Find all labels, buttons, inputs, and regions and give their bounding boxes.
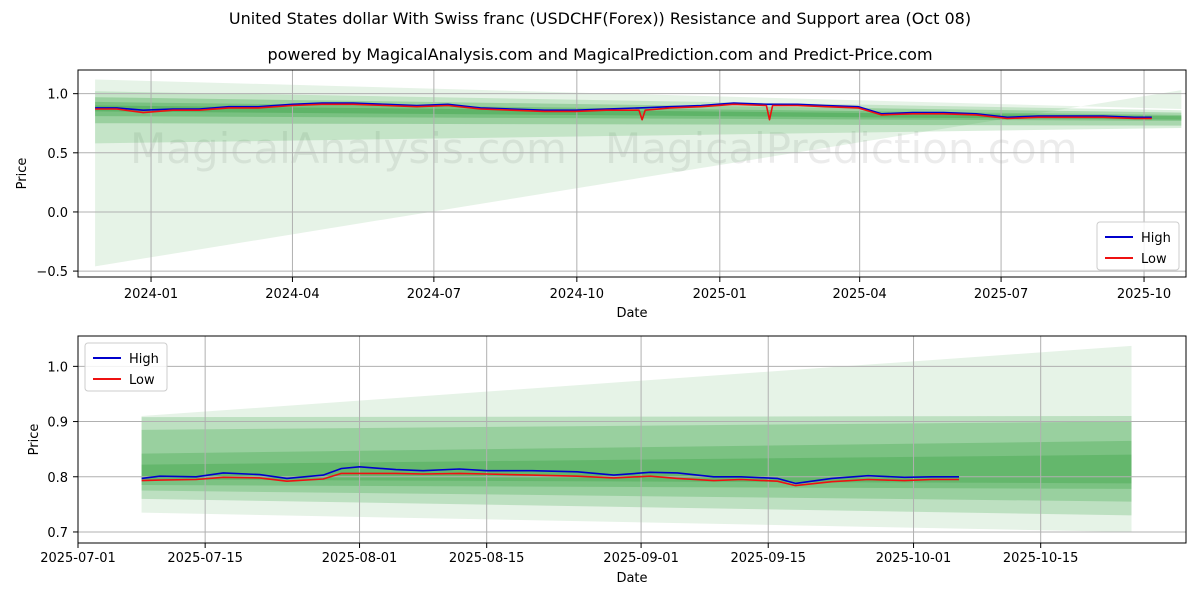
support-resistance-bands [141,345,1132,532]
y-axis-label: Price [27,424,42,456]
y-tick-label: 1.0 [47,360,68,375]
support-resistance-band [95,79,1182,267]
legend-label-high: High [1141,231,1171,246]
x-axis-label: Date [616,571,647,586]
y-tick-label: 0.9 [47,416,68,431]
legend-box [1096,221,1180,271]
y-tick-label: 1.0 [47,88,68,103]
x-tick-label: 2025-10-15 [1003,551,1079,566]
plot-frame [77,335,1187,544]
x-tick-label: 2025-01 [693,287,747,302]
x-tick-label: 2025-04 [832,287,886,302]
x-tick-label: 2025-07 [974,287,1028,302]
series-line-low [95,103,1152,121]
y-axis-label: Price [15,158,30,190]
x-tick-label: 2024-04 [265,287,319,302]
x-tick-label: 2025-09-01 [603,551,679,566]
legend: High Low [1096,221,1180,271]
series-line-low [141,472,959,487]
support-resistance-band [95,101,1182,121]
x-tick-label: 2025-10 [1117,287,1171,302]
chart-panel-2: 2025-07-01 2025-07-15 2025-08-01 2025-08-15… [27,335,1187,586]
legend-label-low: Low [1141,252,1167,267]
watermark-text: MagicalPrediction.com [605,124,1078,173]
x-tick-label: 2025-10-01 [876,551,952,566]
watermark-text: MagicalAnalysis.com [130,124,567,173]
series-line-high [95,102,1152,119]
support-resistance-band [141,345,1132,532]
support-resistance-band [95,105,1182,120]
series-line-high [141,466,959,485]
x-tick-label: 2025-08-15 [449,551,525,566]
price-series [95,102,1152,121]
plot-frame [77,69,1187,278]
x-axis-label: Date [616,306,647,321]
price-series [141,466,959,487]
legend-box [84,342,168,392]
x-tick-label: 2025-07-15 [167,551,243,566]
chart-subtitle: powered by MagicalAnalysis.com and Magic… [267,45,933,64]
x-tick-label: 2024-10 [550,287,604,302]
y-tick-label: 0.8 [47,471,68,486]
x-tick-label: 2025-08-01 [322,551,398,566]
legend-label-high: High [129,352,159,367]
x-tick-label: 2025-07-01 [40,551,116,566]
y-tick-label: 0.0 [47,206,68,221]
y-tick-label: 0.5 [47,147,68,162]
chart-title: United States dollar With Swiss franc (U… [228,9,972,28]
legend: High Low [84,342,168,392]
chart-panel-1: 2024-01 2024-04 2024-07 2024-10 2025-01 2025-… [15,69,1187,321]
x-tick-label: 2024-01 [124,287,178,302]
support-resistance-band [141,416,1132,516]
y-tick-label: −0.5 [36,265,68,280]
x-tick-label: 2024-07 [407,287,461,302]
y-tick-label: 0.7 [47,526,68,541]
legend-label-low: Low [129,373,155,388]
support-resistance-band [141,421,1132,502]
x-tick-label: 2025-09-15 [730,551,806,566]
